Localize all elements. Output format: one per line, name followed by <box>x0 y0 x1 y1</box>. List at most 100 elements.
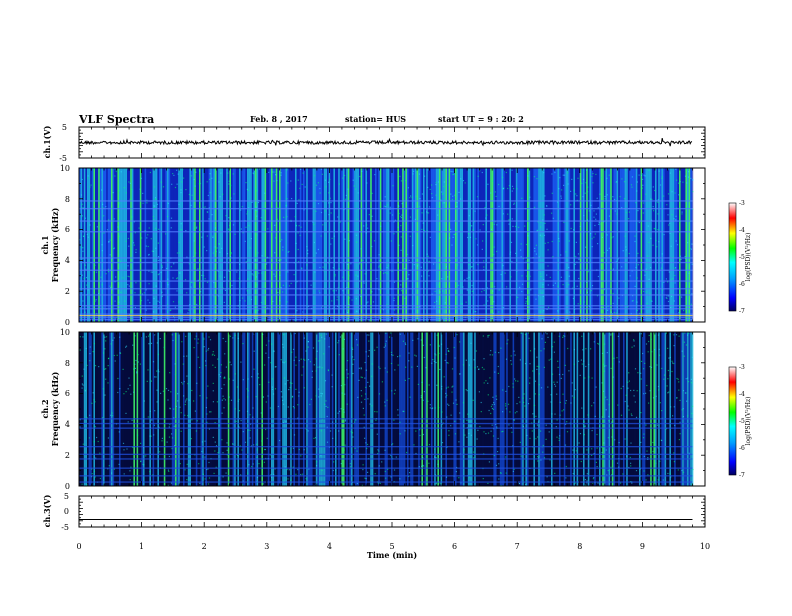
spec1-column <box>653 168 655 322</box>
spec2-column <box>128 332 131 486</box>
spec2-band <box>79 467 693 469</box>
spec2-speckle <box>173 425 175 427</box>
spec2-speckle <box>264 448 266 451</box>
spec1-speckle <box>653 210 655 212</box>
spec1-speckle <box>595 173 597 175</box>
spec2-speckle <box>544 341 546 343</box>
spec2-speckle <box>662 479 664 481</box>
spec1-speckle <box>517 296 519 298</box>
spec1-column <box>551 168 553 322</box>
spec2-column <box>426 332 428 486</box>
spec1-speckle <box>679 255 682 257</box>
spec1-speckle <box>320 307 323 309</box>
spec2-speckle <box>436 384 438 386</box>
spec2-speckle <box>318 396 320 398</box>
spec2-speckle <box>405 366 407 368</box>
spec1-speckle <box>145 289 147 291</box>
spec1-speckle <box>508 185 510 187</box>
spec1-speckle <box>608 215 611 217</box>
spec2-column <box>448 332 451 486</box>
spec1-column <box>527 168 529 322</box>
spec1-speckle <box>625 249 627 251</box>
spec2-speckle <box>313 437 315 439</box>
spec1-speckle <box>494 286 496 288</box>
spec2-speckle <box>538 393 540 396</box>
spec1-speckle <box>374 174 376 176</box>
spec2-speckle <box>349 463 351 465</box>
spec2-column <box>274 332 276 486</box>
spec2-column <box>547 332 550 486</box>
spec1-speckle <box>540 273 542 275</box>
spec2-speckle <box>352 363 354 365</box>
spec2-speckle <box>282 422 284 424</box>
spec1-speckle <box>153 297 155 300</box>
spec1-speckle <box>185 189 187 191</box>
spec1-speckle <box>142 202 144 204</box>
spec2-speckle <box>261 440 263 442</box>
spec2-speckle <box>338 430 340 432</box>
spec2-column <box>295 332 297 486</box>
spec1-column <box>327 168 329 322</box>
spec1-speckle <box>193 240 195 242</box>
spec2-speckle <box>91 473 93 475</box>
spec1-speckle <box>449 259 451 262</box>
spec1-speckle <box>291 198 293 200</box>
spec1-speckle <box>188 309 190 311</box>
spec1-column <box>282 168 284 322</box>
spec2-column <box>392 332 395 486</box>
spec2-column <box>432 332 435 486</box>
spec1-speckle <box>297 179 299 181</box>
spec1-speckle <box>640 174 643 176</box>
spec2-speckle <box>331 374 333 376</box>
spec1-column <box>135 168 137 322</box>
spec2-speckle <box>512 470 514 472</box>
spec2-speckle <box>218 374 220 376</box>
spec1-speckle <box>107 271 110 273</box>
spec1-column <box>610 168 612 322</box>
spec2-speckle <box>420 396 422 399</box>
spec1-speckle <box>128 276 130 278</box>
spec2-speckle <box>263 461 265 463</box>
spec1-column <box>664 168 667 322</box>
spec2-speckle <box>447 347 449 350</box>
spec2-column <box>607 332 609 486</box>
spec2-speckle <box>529 377 531 379</box>
spec2-column <box>80 332 83 486</box>
spec1-speckle <box>319 192 321 194</box>
spec2-speckle <box>298 391 300 393</box>
spec1-column <box>247 168 249 322</box>
spec1-speckle <box>355 274 357 276</box>
spec1-speckle <box>301 267 303 269</box>
spec1-column <box>616 168 619 322</box>
spec2-speckle <box>645 343 648 345</box>
spec1-speckle <box>600 177 603 179</box>
spec1-column <box>317 168 319 322</box>
spec2-speckle <box>224 399 227 401</box>
spec1-speckle <box>471 290 473 292</box>
spec1-speckle <box>547 265 549 267</box>
spec2-speckle <box>468 432 470 434</box>
spec2-speckle <box>586 482 588 484</box>
spec2-speckle <box>527 403 530 405</box>
spec1-speckle <box>127 237 129 240</box>
spec1-speckle <box>510 241 513 243</box>
spec1-speckle <box>636 309 638 312</box>
spec2-speckle <box>170 391 172 393</box>
spec2-speckle <box>489 354 491 356</box>
spec1-speckle <box>140 300 143 302</box>
spec2-speckle <box>415 355 417 357</box>
spec2-speckle <box>283 362 285 364</box>
spec1-speckle <box>492 312 494 314</box>
spec1-speckle <box>279 300 281 302</box>
spec2-speckle <box>687 381 690 383</box>
spec1-speckle <box>263 209 265 211</box>
spec2-speckle <box>470 434 472 436</box>
spec2-speckle <box>292 348 295 350</box>
spec2-speckle <box>139 363 141 365</box>
spec1-speckle <box>400 290 403 292</box>
spec2-speckle <box>456 334 458 336</box>
spec1-speckle <box>224 289 226 291</box>
spec2-speckle <box>271 378 273 380</box>
spec2-speckle <box>340 408 342 410</box>
spec2-column <box>423 332 425 486</box>
